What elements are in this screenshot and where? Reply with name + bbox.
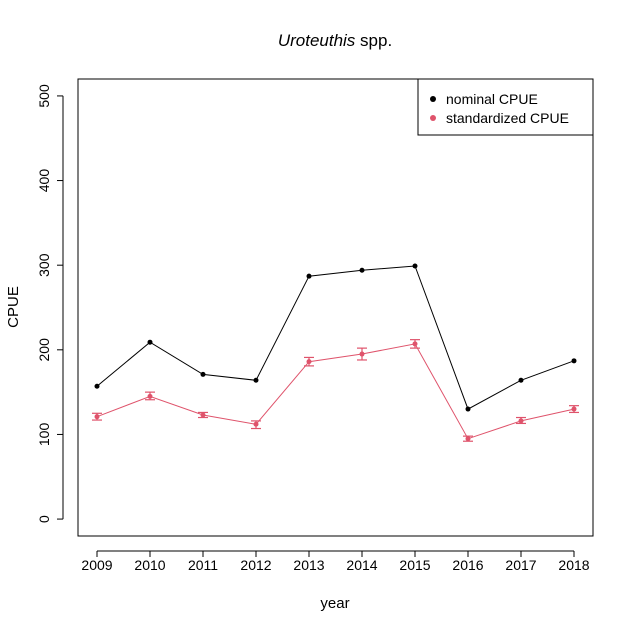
series-layer	[92, 263, 579, 442]
data-point	[518, 377, 524, 383]
data-point	[571, 358, 577, 364]
x-tick-label: 2012	[240, 557, 271, 573]
data-point	[94, 383, 100, 389]
x-axis-label: year	[320, 595, 349, 612]
series-1	[92, 339, 579, 442]
data-point	[94, 414, 100, 420]
x-tick-label: 2011	[188, 557, 218, 573]
data-point	[253, 421, 259, 427]
chart-title-rest: spp.	[355, 31, 392, 50]
data-point	[147, 393, 153, 399]
y-tick-label: 400	[36, 169, 52, 193]
data-point	[465, 406, 471, 412]
data-point	[412, 263, 418, 269]
data-point	[465, 436, 471, 442]
chart-title: Uroteuthis spp.	[278, 31, 392, 50]
legend-marker	[430, 115, 436, 121]
x-tick-label: 2013	[293, 557, 324, 573]
data-point	[359, 267, 365, 273]
series-line	[96, 343, 575, 440]
legend-marker	[430, 96, 436, 102]
y-tick-label: 0	[36, 515, 52, 523]
y-tick-label: 100	[36, 423, 52, 447]
data-point	[306, 359, 312, 365]
data-point	[412, 341, 418, 347]
x-tick-label: 2017	[505, 557, 536, 573]
plot-frame	[77, 78, 594, 537]
x-tick-label: 2009	[81, 557, 112, 573]
data-point	[200, 371, 206, 377]
x-axis: 2009 2010 2011 2012 2013 2014 2015 2016 2017 2018	[81, 550, 590, 573]
legend: nominal CPUE standardized CPUE	[417, 78, 594, 136]
legend-box	[417, 78, 594, 136]
y-tick-label: 200	[36, 338, 52, 362]
y-tick-label: 500	[36, 84, 52, 108]
chart-title-italic: Uroteuthis	[278, 31, 356, 50]
y-axis-label: CPUE	[5, 286, 22, 328]
data-point	[147, 339, 153, 345]
data-point	[359, 351, 365, 357]
x-tick-label: 2010	[134, 557, 165, 573]
series-0	[94, 263, 577, 412]
x-tick-label: 2014	[346, 557, 377, 573]
legend-label: standardized CPUE	[446, 110, 569, 126]
legend-label: nominal CPUE	[446, 91, 538, 107]
data-point	[518, 418, 524, 424]
data-point	[253, 377, 259, 383]
series-line	[96, 265, 575, 410]
data-point	[306, 273, 312, 279]
x-tick-label: 2015	[399, 557, 430, 573]
y-axis: 0 100 200 300 400 500	[36, 84, 64, 523]
x-tick-label: 2016	[452, 557, 483, 573]
data-point	[571, 406, 577, 412]
y-tick-label: 300	[36, 253, 52, 277]
data-point	[200, 412, 206, 418]
x-tick-label: 2018	[558, 557, 589, 573]
